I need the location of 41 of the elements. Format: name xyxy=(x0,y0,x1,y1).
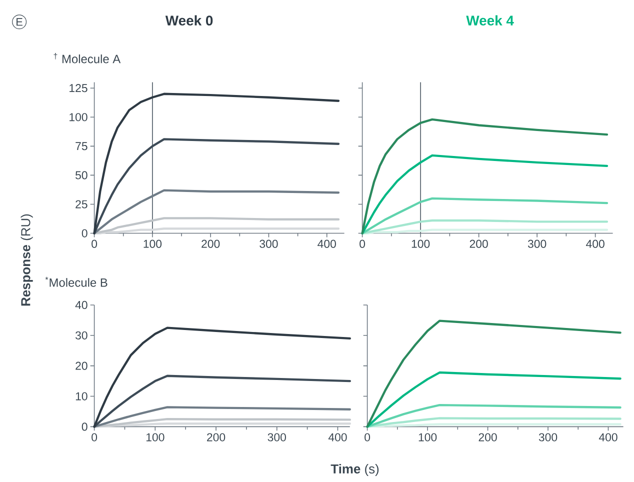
x-tick-label: 200 xyxy=(207,433,226,442)
x-tick-label: 300 xyxy=(260,240,278,248)
x-tick-label: 300 xyxy=(268,433,286,442)
y-tick-label: 10 xyxy=(76,392,88,400)
x-tick-label: 400 xyxy=(328,433,347,442)
x-tick-label: 200 xyxy=(470,240,488,248)
y-tick-label: 125 xyxy=(70,84,88,92)
x-tick-label: 400 xyxy=(586,240,604,248)
x-axis-title: Time (s) xyxy=(330,464,379,476)
x-tick-label: 400 xyxy=(318,240,336,248)
x-tick-label: 200 xyxy=(478,433,497,442)
y-tick-label: 40 xyxy=(75,300,88,310)
chart-title: Week 4 xyxy=(466,15,514,26)
line-series xyxy=(93,217,340,234)
y-tick-label: 0 xyxy=(82,229,88,238)
y-tick-label: 30 xyxy=(75,331,88,340)
y-tick-label: 20 xyxy=(76,362,88,370)
x-tick-label: 400 xyxy=(598,433,618,442)
x-tick-label: 300 xyxy=(528,240,546,248)
line-series xyxy=(93,138,340,234)
x-tick-label: 0 xyxy=(364,433,370,442)
x-tick-label: 0 xyxy=(92,240,98,248)
y-tick-label: 0 xyxy=(82,422,88,431)
chart-subtitle: $^{†}$ Molecule A xyxy=(54,53,121,64)
y-tick-label: 25 xyxy=(76,200,88,208)
y-tick-label: 100 xyxy=(70,113,88,122)
x-tick-label: 100 xyxy=(418,433,437,442)
x-tick-label: 200 xyxy=(202,240,220,248)
y-tick-label: 75 xyxy=(76,142,88,150)
chart-subtitle: $^{*}$Molecule B xyxy=(45,276,108,287)
x-tick-label: 100 xyxy=(144,240,162,248)
line-series xyxy=(93,92,340,234)
x-tick-label: 0 xyxy=(92,433,98,442)
x-tick-label: 0 xyxy=(360,240,366,248)
chart-title: Week 0 xyxy=(165,15,213,26)
x-tick-label: 300 xyxy=(538,433,558,442)
text: E xyxy=(16,18,22,26)
y-axis-title: Response (RU) xyxy=(20,214,33,306)
x-tick-label: 100 xyxy=(146,433,164,442)
x-tick-label: 100 xyxy=(412,240,430,248)
y-tick-label: 50 xyxy=(76,171,88,180)
